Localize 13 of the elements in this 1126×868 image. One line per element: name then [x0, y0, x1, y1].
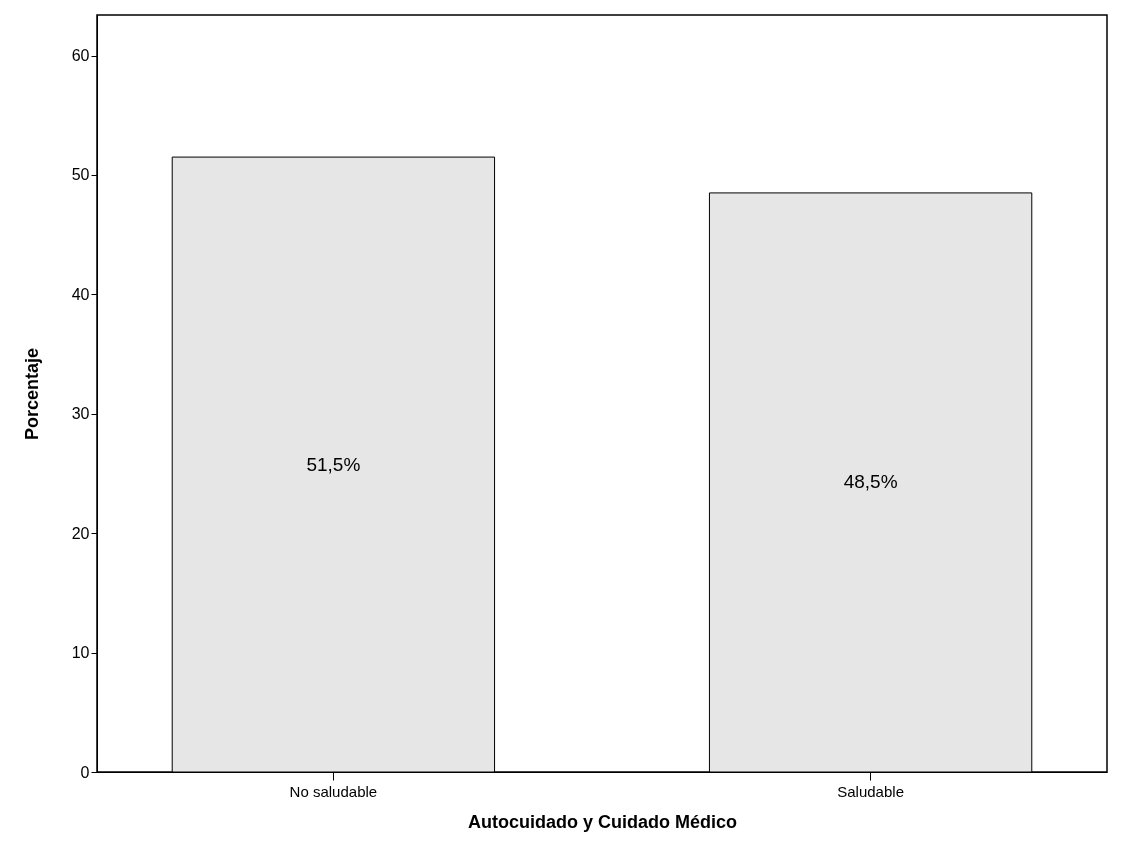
x-tick-label: No saludable [289, 782, 378, 800]
data-label: 48,5% [843, 471, 898, 493]
y-tick-label: 30 [71, 405, 90, 423]
y-tick-label: 20 [71, 524, 90, 542]
x-axis-title: Autocuidado y Cuidado Médico [468, 811, 737, 832]
y-tick-label: 40 [71, 285, 90, 303]
y-tick-label: 0 [80, 763, 90, 781]
y-tick-label: 50 [71, 166, 90, 184]
y-axis-title: Porcentaje [21, 347, 42, 441]
y-tick-label: 60 [71, 47, 90, 65]
y-tick-label: 10 [71, 644, 90, 662]
data-label: 51,5% [306, 453, 361, 475]
x-tick-label: Saludable [837, 782, 904, 800]
